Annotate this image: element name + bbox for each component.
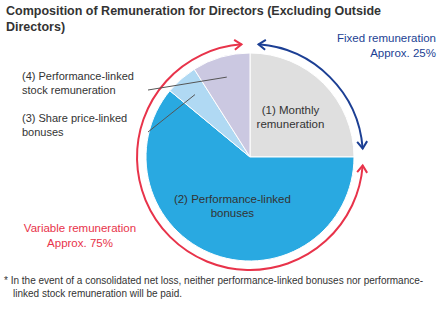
svg-text:(3) Share price-linkedbonuses: (3) Share price-linkedbonuses [22,112,127,138]
svg-text:Variable remunerationApprox. 7: Variable remunerationApprox. 75% [24,222,136,249]
html-text:Composition of Remuneration fo: Composition of Remuneration for Director… [6,4,381,34]
svg-text:(1) Monthlyremuneration: (1) Monthlyremuneration [257,104,325,130]
svg-text:(2) Performance-linkedbonuses: (2) Performance-linkedbonuses [174,193,291,219]
svg-text:(4) Performance-linkedstock re: (4) Performance-linkedstock remuneration [22,70,134,96]
html-text:* In the event of a consolidat: * In the event of a consolidated net los… [4,275,424,299]
svg-text:Fixed remunerationApprox. 25%: Fixed remunerationApprox. 25% [337,32,432,59]
